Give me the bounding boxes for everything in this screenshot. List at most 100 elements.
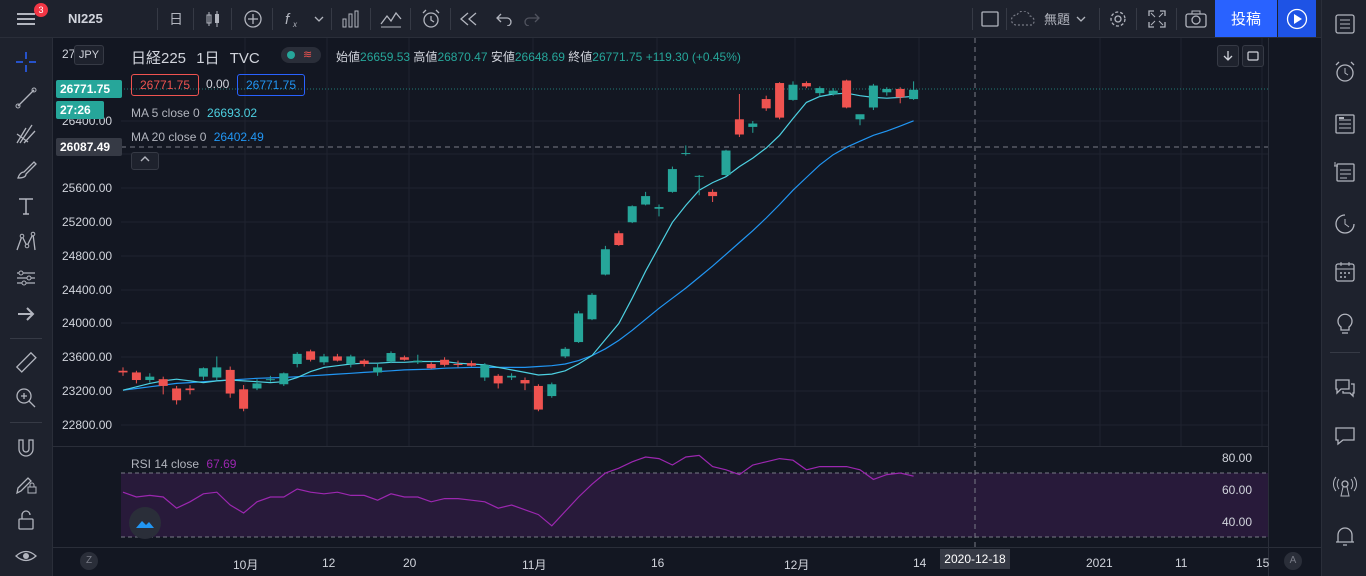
currency-button[interactable]: JPY [74,45,104,65]
indicators-dropdown[interactable] [308,0,330,37]
candle [493,374,503,389]
arrow-right-icon [18,307,35,321]
replay-button[interactable] [454,0,484,37]
last-price-tag: 26771.75 [56,80,122,98]
measure-tool[interactable] [0,344,52,380]
lightbulb-icon [1336,313,1353,334]
pitchfork-icon [16,124,36,144]
rsi-legend[interactable]: RSI 14 close 67.69 [131,457,236,471]
candle-body [359,360,369,364]
collapse-legend-button[interactable] [131,152,159,170]
candle [801,81,811,89]
hotlists-button[interactable] [1322,154,1366,190]
watchlist-button[interactable] [1322,6,1366,42]
fib-tool[interactable] [0,116,52,152]
candle [614,230,624,246]
undo-button[interactable] [490,0,518,37]
prediction-tool[interactable] [0,260,52,296]
zoom-tool[interactable] [0,380,52,416]
arrow-down-icon [1223,51,1233,61]
candle [654,204,664,217]
candle-body [198,368,208,377]
publish-button[interactable]: 投稿 [1215,0,1277,37]
lock-tool[interactable] [0,502,52,538]
sell-button[interactable]: 26771.75 [131,74,199,96]
lock-drawings-tool[interactable] [0,466,52,502]
financials-button[interactable] [334,0,368,37]
maximize-pane-button[interactable] [1242,45,1264,67]
candle-body [587,294,597,320]
redo-button[interactable] [518,0,546,37]
candle-body [440,359,450,365]
candle-body [332,356,342,361]
candle-body [801,83,811,87]
alerts-button[interactable] [1322,54,1366,90]
hide-drawings-tool[interactable] [0,538,52,574]
messages-button[interactable] [1322,418,1366,454]
menu-button[interactable] [8,0,44,37]
layout-button[interactable] [976,0,1004,37]
ma5-legend[interactable]: MA 5 close 0 26693.02 [131,106,257,120]
pattern-tool[interactable] [0,224,52,260]
time-label: 2021 [1086,556,1113,570]
pane-separator[interactable] [53,446,1268,447]
market-status-toggle[interactable]: ≋ [281,47,321,63]
bell-icon [1335,527,1354,546]
settings-button[interactable] [1102,0,1134,37]
time-label: 10月 [233,558,259,572]
auto-scale-left-button[interactable]: Z [80,552,98,570]
candle-body [868,85,878,108]
compare-button[interactable] [236,0,270,37]
time-label: 15 [1256,556,1270,570]
alert-button[interactable] [414,0,448,37]
candle [306,349,316,362]
candle-body [172,388,182,401]
candle-body [828,90,838,94]
play-button[interactable] [1278,0,1316,37]
auto-scale-right-button[interactable]: A [1284,552,1302,570]
ideas-button[interactable] [1322,306,1366,342]
candle [198,367,208,381]
notifications-button[interactable] [1322,518,1366,554]
chart-type-button[interactable] [196,0,230,37]
document-icon [1334,114,1355,134]
high-label: 高値 [413,50,438,64]
snapshot-button[interactable] [1180,0,1212,37]
calendar-list-icon [1333,162,1355,182]
candle [212,356,222,381]
change-value: +119.30 (+0.45%) [645,50,741,64]
data-window-button[interactable] [1322,106,1366,142]
candle-body [560,348,570,357]
ma20-legend[interactable]: MA 20 close 0 26402.49 [131,130,264,144]
magnet-tool[interactable] [0,430,52,466]
pattern-icon [16,231,36,251]
candle [239,385,249,412]
streams-button[interactable] [1322,468,1366,504]
candle-body [748,123,758,127]
price-axis-label: 22800.00 [62,418,113,432]
interval-button[interactable]: 日 [169,10,183,27]
right-sidebar [1321,0,1366,576]
events-button[interactable] [1322,254,1366,290]
scroll-down-button[interactable] [1217,45,1239,67]
chats-button[interactable] [1322,370,1366,406]
arrow-tool[interactable] [0,296,52,332]
brush-tool[interactable] [0,152,52,188]
layout-name: 無題 [1044,12,1071,27]
candle-body [507,375,517,378]
calendar-button[interactable] [1322,206,1366,242]
candles-group [118,79,919,412]
tradingview-logo[interactable] [129,507,161,539]
text-tool[interactable] [0,188,52,224]
candle-body [252,383,262,389]
trendline-tool[interactable] [0,80,52,116]
templates-button[interactable] [374,0,408,37]
candle [265,375,275,382]
buy-button[interactable]: 26771.75 [237,74,305,96]
symbol-search-button[interactable]: NI225 [68,11,103,26]
save-layout-button[interactable]: 無題 [1010,0,1100,37]
crosshair-tool[interactable] [0,44,52,80]
fullscreen-button[interactable] [1140,0,1174,37]
